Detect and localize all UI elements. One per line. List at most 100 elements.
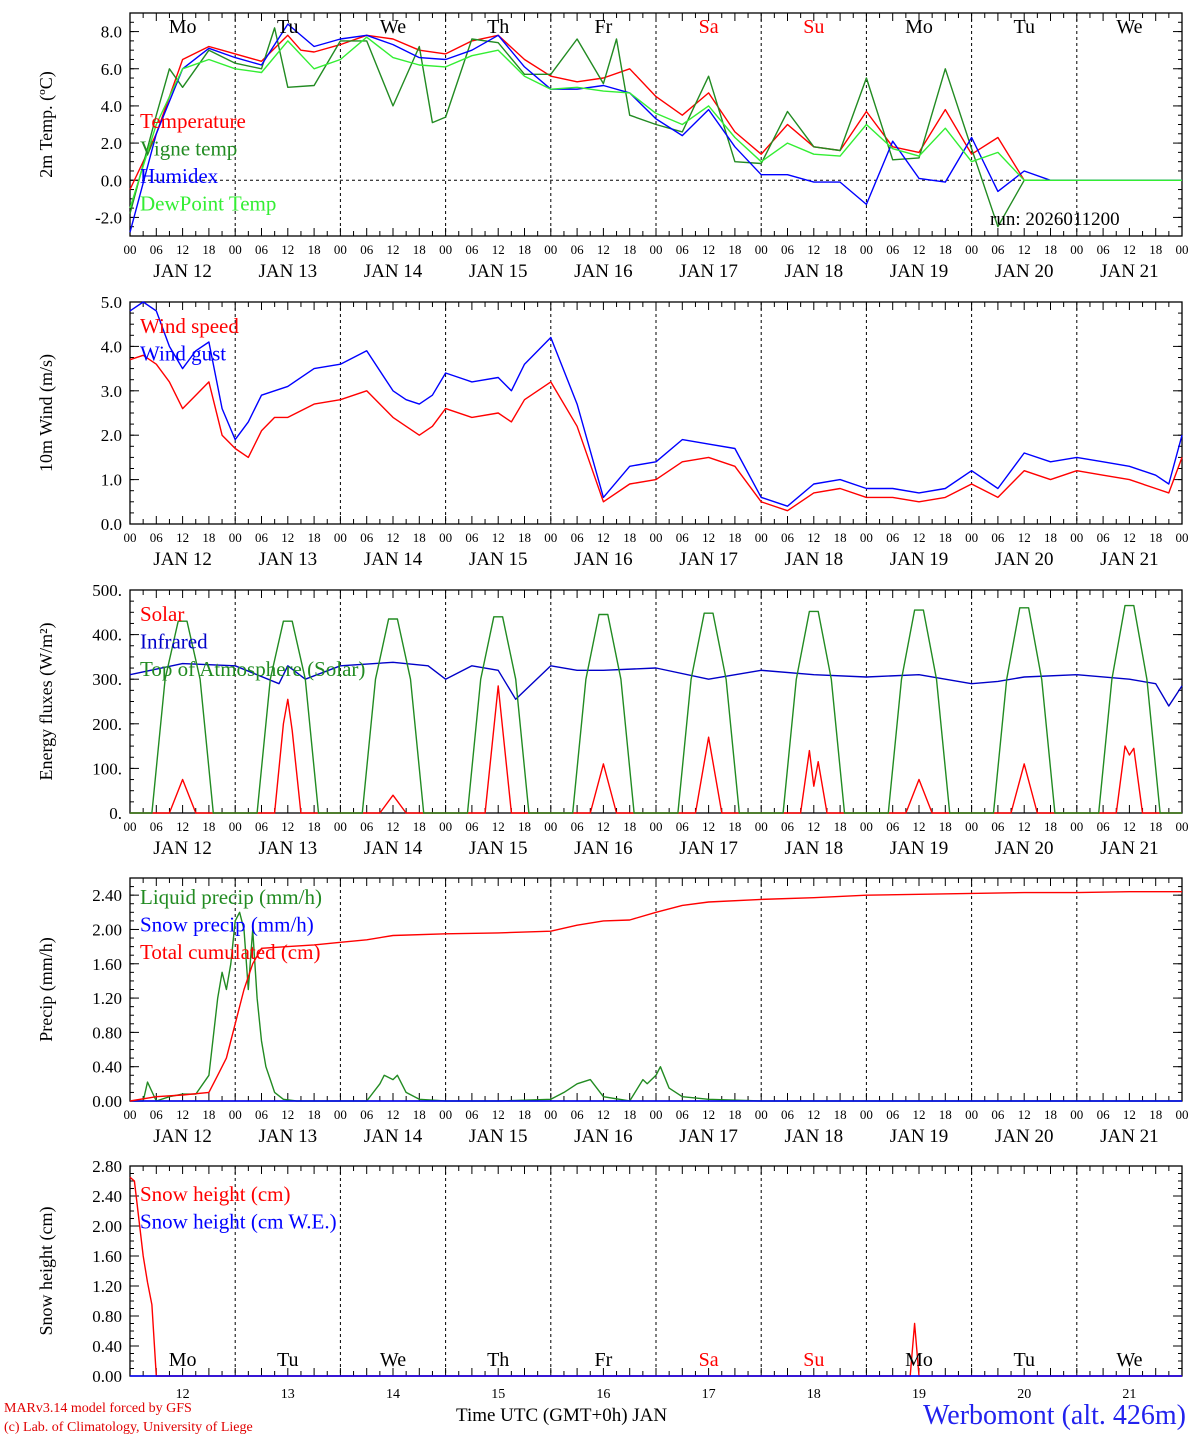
station-label: Werbomont (alt. 426m) [923, 1400, 1186, 1431]
weekday-label: Tu [277, 16, 299, 38]
panel-energy [129, 589, 1183, 814]
hour-label: 18 [308, 242, 321, 257]
series-line-liquid-precip-mm-h- [130, 911, 1182, 1102]
hour-label: 18 [413, 242, 426, 257]
hour-label: 06 [465, 530, 479, 545]
hour-label: 18 [202, 530, 215, 545]
legend-entry: Wind speed [140, 314, 239, 338]
hour-label: 00 [1070, 242, 1083, 257]
day-number: 16 [596, 1387, 610, 1402]
hour-label: 12 [1018, 530, 1031, 545]
day-number: 20 [1017, 1387, 1031, 1402]
hour-label: 00 [334, 242, 347, 257]
hour-label: 00 [439, 530, 452, 545]
hour-label: 18 [413, 530, 426, 545]
y-tick-label: 0.0 [101, 171, 122, 190]
y-tick-label: 2.00 [92, 1217, 122, 1236]
weekday-label: Sa [699, 1349, 719, 1371]
hour-label: 12 [807, 242, 820, 257]
hour-label: 06 [360, 819, 374, 834]
hour-label: 06 [676, 819, 690, 834]
hour-label: 18 [728, 819, 741, 834]
hour-label: 12 [492, 819, 505, 834]
hour-label: 12 [492, 530, 505, 545]
date-label: JAN 19 [890, 261, 949, 282]
weekday-label: We [1116, 16, 1142, 38]
hour-label: 00 [965, 819, 978, 834]
hour-label: 12 [597, 530, 610, 545]
y-tick-label: 8.0 [101, 23, 122, 42]
hour-label: 06 [150, 1107, 164, 1122]
hour-label: 12 [913, 242, 926, 257]
date-label: JAN 18 [785, 838, 844, 859]
hour-label: 18 [202, 1107, 215, 1122]
y-tick-label: -2.0 [95, 208, 122, 227]
date-label: JAN 17 [679, 838, 738, 859]
y-tick-label: 2.0 [101, 134, 122, 153]
hour-label: 00 [860, 530, 873, 545]
hour-label: 06 [465, 819, 479, 834]
hour-label: 00 [860, 819, 873, 834]
weekday-label: Mo [169, 1349, 197, 1371]
hour-label: 12 [176, 530, 189, 545]
hour-label: 00 [1176, 242, 1189, 257]
y-tick-label: 0.0 [101, 515, 122, 534]
date-label: JAN 18 [785, 1126, 844, 1147]
y-tick-label: 2.40 [92, 1187, 122, 1206]
series-line-vigne-temp [129, 27, 1182, 228]
y-axis-label: Snow height (cm) [36, 1207, 57, 1336]
hour-label: 12 [281, 1107, 294, 1122]
hour-label: 12 [492, 1107, 505, 1122]
hour-label: 00 [755, 1107, 768, 1122]
date-label: JAN 16 [574, 261, 633, 282]
hour-label: 00 [439, 819, 452, 834]
hour-label: 18 [939, 242, 952, 257]
hour-label: 12 [597, 242, 610, 257]
y-tick-label: 0. [109, 804, 122, 823]
hour-label: 06 [360, 1107, 374, 1122]
hour-label: 18 [728, 530, 741, 545]
hour-label: 06 [886, 530, 900, 545]
y-tick-label: 0.00 [92, 1367, 122, 1386]
date-label: JAN 18 [785, 261, 844, 282]
date-label: JAN 15 [469, 1126, 528, 1147]
series-line-wind-gust [129, 301, 1183, 507]
hour-label: 06 [991, 819, 1005, 834]
hour-label: 00 [965, 242, 978, 257]
hour-label: 06 [360, 242, 374, 257]
hour-label: 00 [650, 1107, 663, 1122]
series-line-infrared [129, 661, 1183, 707]
hour-label: 12 [1018, 819, 1031, 834]
hour-label: 18 [623, 530, 636, 545]
hour-label: 18 [623, 1107, 636, 1122]
day-number: 13 [281, 1387, 295, 1402]
hour-label: 00 [544, 819, 557, 834]
date-label: JAN 14 [364, 261, 423, 282]
y-tick-label: 0.00 [92, 1092, 122, 1111]
hour-label: 00 [965, 530, 978, 545]
hour-label: 12 [1123, 1107, 1136, 1122]
hour-label: 12 [1018, 1107, 1031, 1122]
hour-label: 12 [281, 819, 294, 834]
hour-label: 00 [650, 242, 663, 257]
date-label: JAN 14 [364, 1126, 423, 1147]
series-line-wind-speed [129, 354, 1183, 512]
hour-label: 12 [387, 242, 400, 257]
panel-precip [129, 877, 1183, 1102]
hour-label: 06 [1097, 819, 1111, 834]
hour-label: 00 [650, 530, 663, 545]
hour-label: 18 [623, 242, 636, 257]
hour-label: 00 [544, 530, 557, 545]
y-axis-label: 2m Temp. (ºC) [36, 71, 57, 177]
date-label: JAN 16 [574, 1126, 633, 1147]
hour-label: 00 [124, 242, 137, 257]
series-line-dewpoint-temp [129, 36, 1182, 209]
legend-entry: Snow height (cm) [140, 1182, 290, 1206]
y-tick-label: 0.80 [92, 1307, 122, 1326]
legend-entry: Temperature [140, 109, 246, 133]
hour-label: 00 [544, 242, 557, 257]
date-label: JAN 14 [364, 549, 423, 570]
hour-label: 18 [518, 1107, 531, 1122]
hour-label: 06 [781, 1107, 795, 1122]
panel-snow [129, 1165, 1183, 1377]
